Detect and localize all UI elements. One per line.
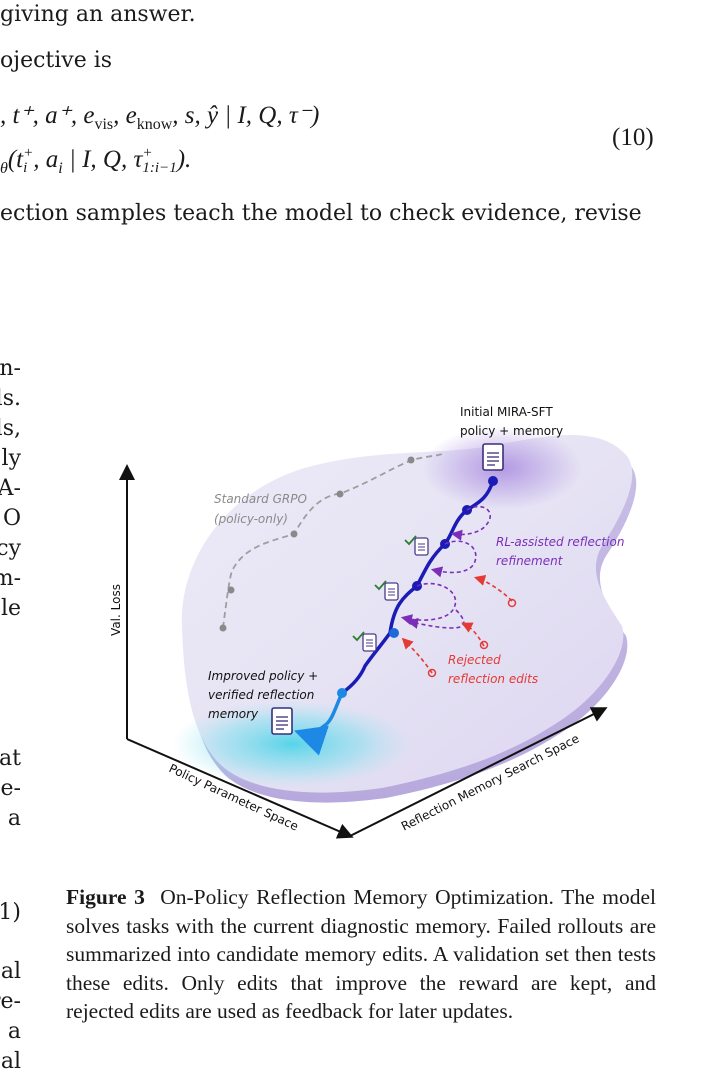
- body-line-1: giving an answer.: [0, 2, 196, 27]
- verified-memory-icon: [352, 631, 377, 652]
- start-label-1: Initial MIRA-SFT: [460, 405, 553, 419]
- grpo-point: [336, 490, 344, 498]
- rejected-label-1: Rejected: [448, 653, 501, 667]
- eq-sup-plus: +: [23, 145, 34, 162]
- end-label-1: Improved policy +: [208, 669, 318, 683]
- axis-z: [349, 707, 608, 837]
- left-fragment: ls,: [0, 416, 21, 441]
- rejected-point: [427, 668, 437, 678]
- cyan-basin: [172, 700, 412, 788]
- rejected-label-2: reflection edits: [448, 672, 538, 686]
- rl-label-1: RL-assisted reflection: [496, 535, 624, 549]
- left-fragment: ly: [1, 446, 21, 471]
- eq-line2-c: , a: [33, 146, 59, 173]
- left-fragment: m-: [0, 566, 21, 591]
- main-node: [389, 628, 399, 638]
- axis-x: [126, 738, 354, 839]
- rejected-point: [479, 640, 489, 650]
- eq-sub-range: 1:i−1: [142, 160, 177, 177]
- rl-loop: [430, 540, 477, 578]
- initial-memory-document-icon: [482, 443, 504, 471]
- equation-number: (10): [612, 124, 654, 151]
- left-fragment: ls.: [0, 386, 21, 411]
- rejected-edit: [401, 637, 433, 674]
- eq-sub-i: i: [23, 160, 28, 177]
- body-line-2: ojective is: [0, 48, 113, 73]
- eq-line2-e: ).: [176, 146, 192, 173]
- left-fragment: ge-: [0, 776, 21, 801]
- eq-line2-b: (t: [7, 146, 24, 173]
- grpo-point: [290, 530, 298, 538]
- verified-memory-icon: [404, 535, 429, 556]
- left-fragment: al: [0, 1049, 21, 1074]
- left-fragment: le: [0, 596, 21, 621]
- body-line-3: ection samples teach the model to check …: [0, 201, 642, 226]
- grpo-label-2: (policy-only): [214, 512, 288, 526]
- rl-loop: [406, 609, 465, 629]
- eq-line1-a: , t⁺, a⁺, e: [0, 102, 95, 129]
- end-label-2: verified reflection: [208, 688, 314, 702]
- eq-sub-theta: θ: [0, 160, 8, 177]
- eq-line1-end: , s, ŷ | I, Q, τ⁻): [172, 102, 320, 129]
- left-fragment: n-: [0, 356, 21, 381]
- optimization-landscape-figure: Val. Loss Policy Parameter Space Reflect…: [109, 405, 637, 839]
- left-fragment: 1): [0, 900, 21, 925]
- eq-sub-know: know: [136, 116, 173, 133]
- left-fragment: O: [2, 506, 21, 531]
- start-label-2: policy + memory: [460, 424, 563, 438]
- rl-loop: [450, 505, 491, 541]
- left-fragment: al: [0, 959, 21, 984]
- rl-loop: [400, 582, 457, 626]
- left-fragment: a: [7, 806, 21, 831]
- caption-text: On-Policy Reflection Memory Optimization…: [66, 885, 656, 1023]
- eq-line2-d: | I, Q, τ: [62, 146, 143, 173]
- grpo-label-1: Standard GRPO: [214, 492, 307, 506]
- left-fragment: cy: [0, 536, 21, 561]
- eq-sub-i2: i: [58, 160, 63, 177]
- axis-y-label: Val. Loss: [109, 584, 123, 636]
- left-fragment: A-: [0, 476, 21, 501]
- figure-caption: Figure 3 On-Policy Reflection Memory Opt…: [66, 883, 656, 1026]
- grpo-point: [227, 586, 235, 594]
- final-descent-path: [294, 691, 344, 756]
- left-fragment: at: [0, 746, 21, 771]
- main-node: [337, 688, 347, 698]
- rejected-point: [507, 598, 517, 608]
- eq-line1-mid: , e: [113, 102, 137, 129]
- grpo-point: [407, 456, 415, 464]
- left-fragment: a: [7, 1019, 21, 1044]
- caption-label: Figure 3: [66, 885, 145, 909]
- improved-memory-document-icon: [271, 707, 293, 735]
- main-node: [488, 476, 498, 486]
- verified-memory-icon: [374, 580, 399, 601]
- rejected-edit: [461, 622, 485, 647]
- grpo-point: [219, 624, 227, 632]
- rejected-edit: [473, 574, 513, 602]
- rl-label-2: refinement: [496, 554, 564, 568]
- end-label-3: memory: [208, 707, 259, 721]
- eq-sub-vis: vis: [94, 116, 114, 133]
- eq-sup-plus2: +: [142, 145, 153, 162]
- left-fragment: re-: [0, 989, 21, 1014]
